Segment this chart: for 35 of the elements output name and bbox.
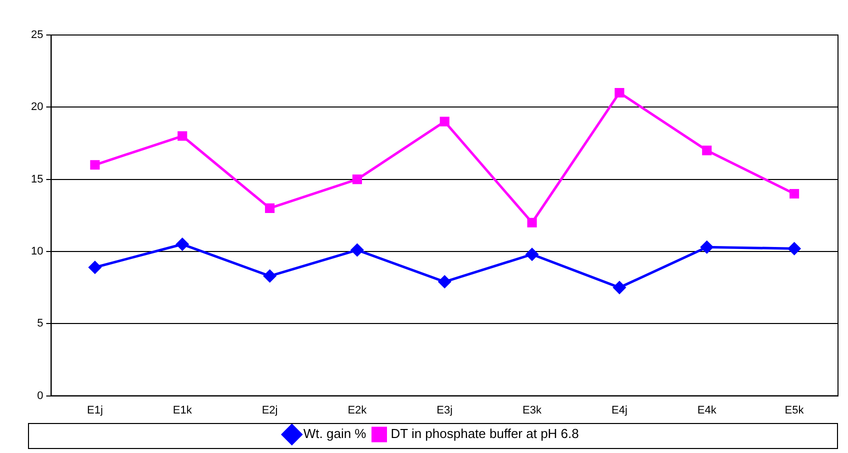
- legend-label: Wt. gain %: [303, 426, 367, 442]
- x-tick-label: E1k: [172, 404, 192, 416]
- point: [178, 131, 188, 141]
- point: [88, 261, 102, 274]
- y-tick-label: 5: [37, 318, 44, 330]
- point: [264, 203, 275, 213]
- x-tick-label: E2k: [348, 404, 368, 416]
- point: [176, 238, 189, 251]
- x-tick-label: E2j: [262, 404, 278, 416]
- y-tick-label: 10: [30, 246, 44, 258]
- point: [613, 281, 626, 294]
- x-tick-label: E1j: [86, 404, 103, 416]
- legend-label: DT in phosphate buffer at pH 6.8: [390, 426, 579, 442]
- point: [264, 270, 276, 282]
- point: [527, 218, 537, 228]
- y-tick-label: 0: [37, 390, 44, 402]
- x-tick-label: E5k: [784, 404, 804, 416]
- y-tick-label: 25: [30, 29, 44, 42]
- point: [438, 276, 451, 288]
- x-tick-label: E3j: [436, 404, 453, 416]
- point: [352, 174, 362, 184]
- point: [350, 244, 364, 256]
- x-tick-label: E3k: [522, 404, 542, 416]
- x-tick-label: E4j: [612, 404, 628, 416]
- point: [614, 88, 624, 98]
- point: [526, 248, 538, 261]
- point: [702, 146, 712, 156]
- point: [90, 160, 100, 170]
- x-tick-label: E4k: [697, 404, 717, 416]
- point: [700, 240, 714, 254]
- y-tick-label: 15: [30, 173, 44, 186]
- point: [440, 116, 450, 126]
- y-tick-label: 20: [30, 101, 44, 114]
- point: [790, 188, 800, 199]
- point: [788, 242, 801, 255]
